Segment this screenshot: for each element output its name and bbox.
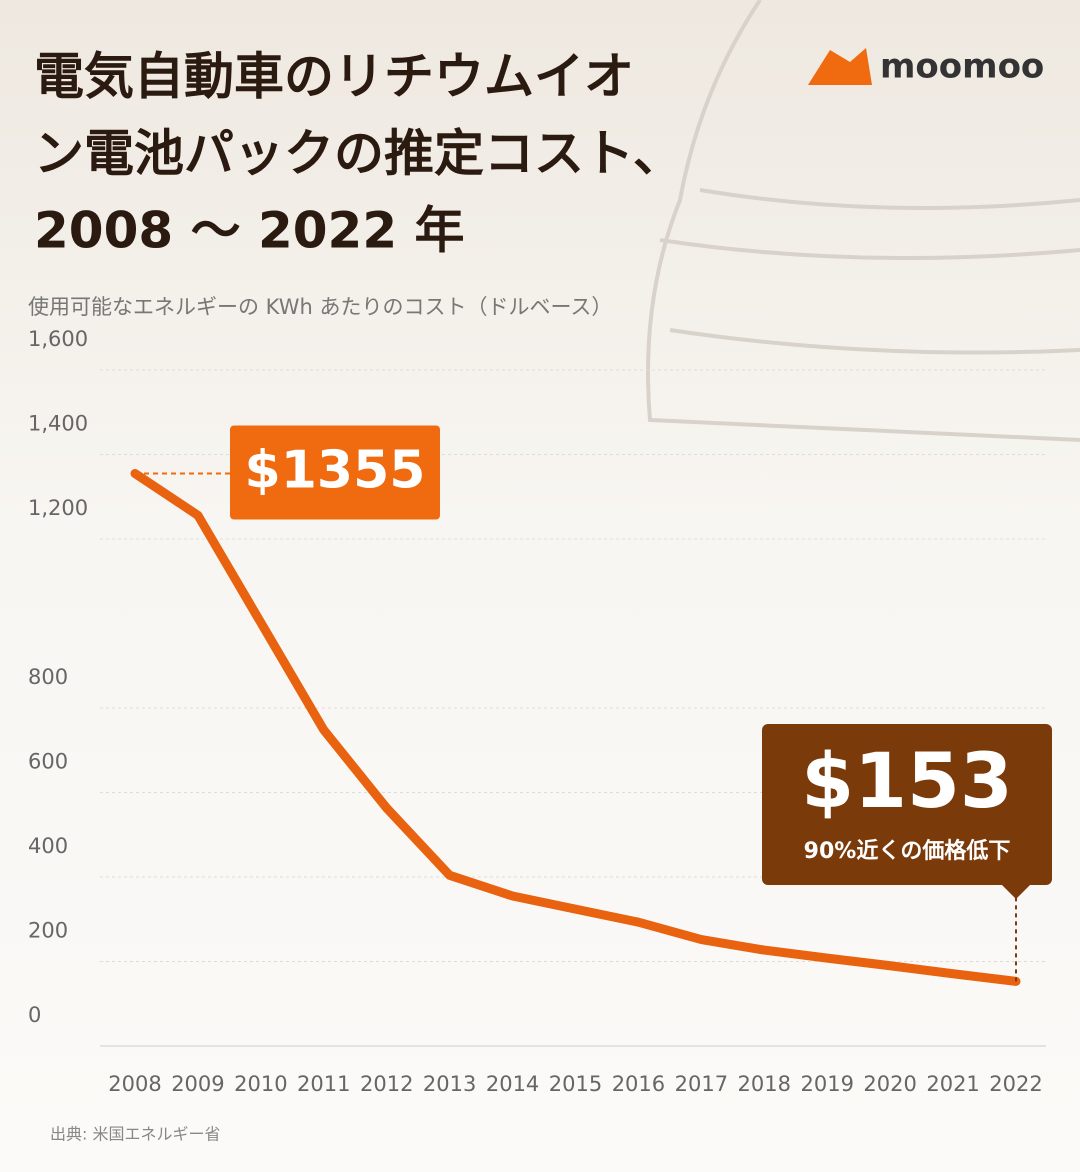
- x-tick-label: 2010: [234, 1072, 287, 1096]
- car-illustration: [646, 0, 1080, 442]
- x-tick-label: 2016: [612, 1072, 665, 1096]
- x-tick-label: 2014: [486, 1072, 539, 1096]
- x-tick-label: 2012: [360, 1072, 413, 1096]
- x-tick-label: 2008: [108, 1072, 161, 1096]
- x-tick-label: 2019: [800, 1072, 853, 1096]
- callout-value: $1355: [245, 441, 426, 501]
- callout-pointer: [1002, 885, 1030, 899]
- y-tick-label: 1,400: [28, 412, 88, 436]
- y-tick-label: 400: [28, 834, 68, 858]
- y-tick-label: 1,200: [28, 496, 88, 520]
- subtitle: 使用可能なエネルギーの KWh あたりのコスト（ドルベース）: [28, 295, 612, 319]
- y-tick-label: 0: [28, 1003, 41, 1027]
- line: [130, 469, 1021, 986]
- callout-note: 90%近くの価格低下: [804, 838, 1011, 864]
- x-tick-label: 2017: [675, 1072, 728, 1096]
- x-tick-label: 2021: [926, 1072, 979, 1096]
- x-tick-label: 2018: [738, 1072, 791, 1096]
- title-line: 2008 ～ 2022 年: [34, 202, 465, 260]
- callout-box: [230, 425, 440, 520]
- x-tick-label: 2020: [863, 1072, 916, 1096]
- x-tick-label: 2013: [423, 1072, 476, 1096]
- source: 出典: 米国エネルギー省: [50, 1125, 220, 1144]
- title-line: 電気自動車のリチウムイオ: [34, 48, 634, 106]
- y-tick-label: 1,600: [28, 327, 88, 351]
- callout-box: [762, 724, 1052, 885]
- brand: moomoo: [880, 47, 1044, 87]
- x-tick-label: 2009: [171, 1072, 224, 1096]
- x-tick-label: 2022: [989, 1072, 1042, 1096]
- y-tick-label: 600: [28, 750, 68, 774]
- x-tick-label: 2011: [297, 1072, 350, 1096]
- y-tick-label: 800: [28, 665, 68, 689]
- y-tick-label: 200: [28, 919, 68, 943]
- callout-value: $153: [801, 736, 1013, 825]
- logo: moomoo: [808, 47, 1044, 87]
- x-tick-label: 2015: [549, 1072, 602, 1096]
- title-line: ン電池パックの推定コスト、: [34, 125, 683, 183]
